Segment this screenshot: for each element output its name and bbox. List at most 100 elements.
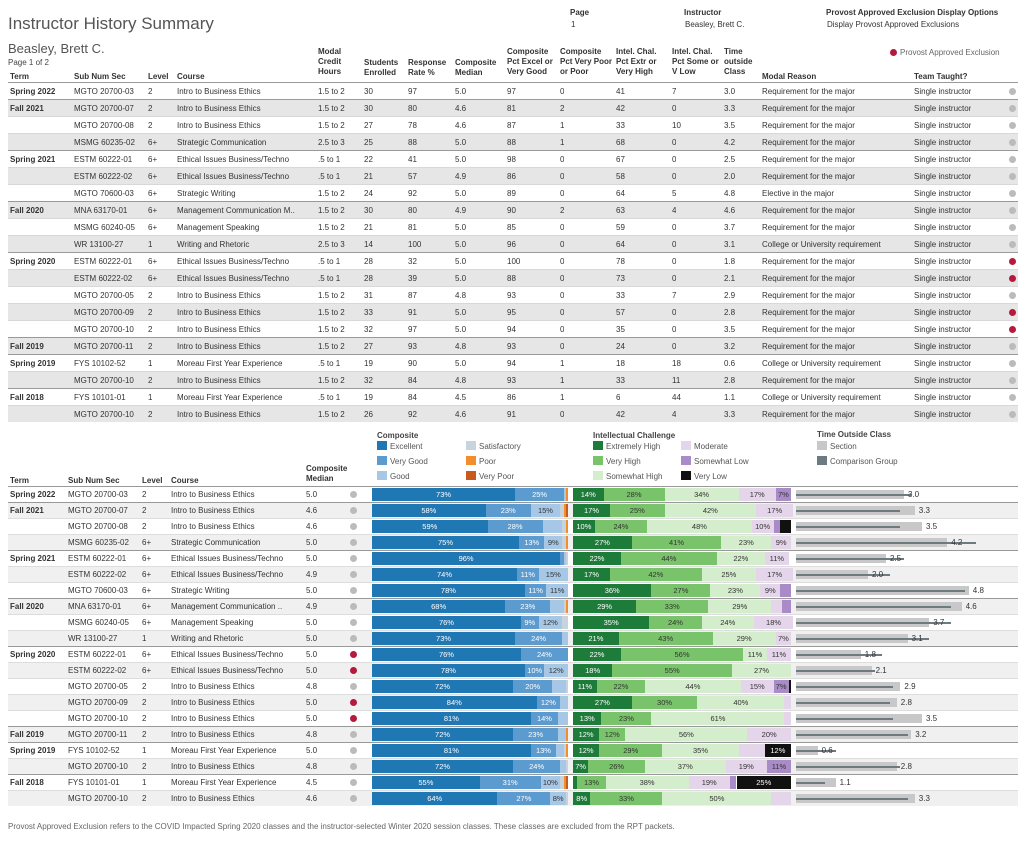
very-high-bar: 13% <box>577 776 606 789</box>
history-row[interactable]: WR 13100-27 1 Writing and Rhetoric 2.5 to 3… <box>8 235 1018 252</box>
ext-high-bar: 29% <box>573 600 637 613</box>
cell-reason: College or University requirement <box>762 393 881 402</box>
chart-row[interactable]: MGTO 20700-08 2 Intro to Business Ethics 4.… <box>8 518 1018 534</box>
very-high-bar: 23% <box>601 712 652 725</box>
history-row[interactable]: ESTM 60222-02 6+ Ethical Issues Business/T… <box>8 269 1018 286</box>
cell-median: 5.0 <box>455 189 467 198</box>
chart-row[interactable]: Spring 2019 FYS 10102-52 1 Moreau First Yea… <box>8 742 1018 758</box>
cell-exvg: 93 <box>507 342 516 351</box>
good-bar <box>564 488 567 501</box>
chart-row[interactable]: MGTO 20700-05 2 Intro to Business Ethics 4.… <box>8 678 1018 694</box>
history-row[interactable]: Fall 2020 MNA 63170-01 6+ Management Commun… <box>8 201 1018 218</box>
exclusion-dot-icon <box>350 731 357 738</box>
cell-level: 6+ <box>142 666 152 675</box>
chart-row[interactable]: MSMG 60235-02 6+ Strategic Communication 5.… <box>8 534 1018 550</box>
exclusion-dot-icon <box>1009 326 1016 333</box>
excellent-bar: 81% <box>372 744 531 757</box>
exclusion-dot-icon <box>350 539 357 546</box>
chart-row[interactable]: Spring 2022 MGTO 20700-03 2 Intro to Busine… <box>8 486 1018 502</box>
very-good-bar: 24% <box>515 632 563 645</box>
chart-row[interactable]: Fall 2021 MGTO 20700-07 2 Intro to Business… <box>8 502 1018 518</box>
cell-iclow: 0 <box>672 104 677 113</box>
cell-response: 81 <box>408 223 417 232</box>
history-row[interactable]: MSMG 60240-05 6+ Management Speaking 1.5 to… <box>8 218 1018 235</box>
history-row[interactable]: ESTM 60222-02 6+ Ethical Issues Business/T… <box>8 167 1018 184</box>
cell-course: Management Speaking <box>177 223 260 232</box>
cell-reason: Requirement for the major <box>762 342 855 351</box>
chart-row[interactable]: Spring 2020 ESTM 60222-01 6+ Ethical Issues… <box>8 646 1018 662</box>
history-row[interactable]: MGTO 70600-03 6+ Strategic Writing 1.5 to 2… <box>8 184 1018 201</box>
provost-options-value[interactable]: Display Provost Approved Exclusions <box>827 20 960 29</box>
chart-row[interactable]: MSMG 60240-05 6+ Management Speaking 5.0 76%… <box>8 614 1018 630</box>
chart-row[interactable]: ESTM 60222-02 6+ Ethical Issues Business/T… <box>8 566 1018 582</box>
cell-sub: ESTM 60222-02 <box>74 274 133 283</box>
history-row[interactable]: Spring 2021 ESTM 60222-01 6+ Ethical Issues… <box>8 150 1018 167</box>
cell-response: 90 <box>408 359 417 368</box>
cell-level: 6+ <box>148 223 158 232</box>
chart-row[interactable]: MGTO 20700-10 2 Intro to Business Ethics 4.… <box>8 790 1018 806</box>
history-row[interactable]: Spring 2019 FYS 10102-52 1 Moreau First Yea… <box>8 354 1018 371</box>
cell-course: Intro to Business Ethics <box>171 490 255 499</box>
chart-row[interactable]: ESTM 60222-02 6+ Ethical Issues Business/T… <box>8 662 1018 678</box>
cell-sub: MGTO 20700-05 <box>68 682 128 691</box>
history-row[interactable]: MGTO 20700-10 2 Intro to Business Ethics 1.… <box>8 320 1018 337</box>
cell-time: 2.9 <box>724 291 736 300</box>
cell-team: Single instructor <box>914 410 972 419</box>
cell-sub: ESTM 60222-02 <box>68 666 127 675</box>
time-comparison-bar <box>796 734 908 736</box>
cell-term: Fall 2018 <box>10 778 44 787</box>
cell-credit: 1.5 to 2 <box>318 308 345 317</box>
history-row[interactable]: Spring 2022 MGTO 20700-03 2 Intro to Busine… <box>8 82 1018 99</box>
history-row[interactable]: Fall 2018 FYS 10101-01 1 Moreau First Year … <box>8 388 1018 405</box>
cell-course: Ethical Issues Business/Techno <box>177 155 290 164</box>
cell-team: Single instructor <box>914 291 972 300</box>
history-row[interactable]: Fall 2021 MGTO 20700-07 2 Intro to Business… <box>8 99 1018 116</box>
cell-students: 27 <box>364 121 373 130</box>
chart-row[interactable]: Fall 2018 FYS 10101-01 1 Moreau First Year … <box>8 774 1018 790</box>
cell-course: Intro to Business Ethics <box>177 342 261 351</box>
page-value[interactable]: 1 <box>571 20 576 29</box>
chart-row[interactable]: Fall 2019 MGTO 20700-11 2 Intro to Business… <box>8 726 1018 742</box>
satisfactory-bar <box>562 616 568 629</box>
cell-level: 1 <box>142 634 147 643</box>
some-low-bar <box>729 776 737 789</box>
cell-ichigh: 68 <box>616 138 625 147</box>
cell-team: Single instructor <box>914 240 972 249</box>
cell-response: 57 <box>408 172 417 181</box>
history-row[interactable]: MGTO 20700-08 2 Intro to Business Ethics 1.… <box>8 116 1018 133</box>
history-row[interactable]: MGTO 20700-09 2 Intro to Business Ethics 1.… <box>8 303 1018 320</box>
cell-iclow: 0 <box>672 172 677 181</box>
chart-row[interactable]: WR 13100-27 1 Writing and Rhetoric 5.0 73% 24… <box>8 630 1018 646</box>
cell-median: 4.8 <box>306 730 318 739</box>
some-high-bar: 22% <box>716 552 765 565</box>
instructor-value[interactable]: Beasley, Brett C. <box>685 20 745 29</box>
history-row[interactable]: MSMG 60235-02 6+ Strategic Communication 2.… <box>8 133 1018 150</box>
cell-term: Spring 2020 <box>10 650 56 659</box>
cell-median: 5.0 <box>455 325 467 334</box>
cell-sub: MGTO 20700-05 <box>74 291 134 300</box>
chart-row[interactable]: MGTO 20700-10 2 Intro to Business Ethics 5.… <box>8 710 1018 726</box>
chart-row[interactable]: MGTO 20700-09 2 Intro to Business Ethics 5.… <box>8 694 1018 710</box>
some-low-bar <box>780 584 791 597</box>
history-row[interactable]: MGTO 20700-10 2 Intro to Business Ethics 1.… <box>8 371 1018 388</box>
cell-reason: Requirement for the major <box>762 376 855 385</box>
cell-response: 32 <box>408 257 417 266</box>
chart-row[interactable]: MGTO 70600-03 6+ Strategic Writing 5.0 78% 11… <box>8 582 1018 598</box>
cell-term: Spring 2019 <box>10 746 56 755</box>
history-row[interactable]: Fall 2019 MGTO 20700-11 2 Intro to Business… <box>8 337 1018 354</box>
exclusion-dot-icon <box>1009 258 1016 265</box>
history-row[interactable]: Spring 2020 ESTM 60222-01 6+ Ethical Issues… <box>8 252 1018 269</box>
cell-term: Fall 2020 <box>10 602 44 611</box>
cell-time: 3.0 <box>724 87 736 96</box>
chart-row[interactable]: Spring 2021 ESTM 60222-01 6+ Ethical Issues… <box>8 550 1018 566</box>
chart-row[interactable]: MGTO 20700-10 2 Intro to Business Ethics 4.… <box>8 758 1018 774</box>
cell-credit: 1.5 to 2 <box>318 410 345 419</box>
good-bar: 15% <box>538 568 568 581</box>
history-row[interactable]: MGTO 20700-05 2 Intro to Business Ethics 1.… <box>8 286 1018 303</box>
chart-row[interactable]: Fall 2020 MNA 63170-01 6+ Management Commun… <box>8 598 1018 614</box>
history-row[interactable]: MGTO 20700-10 2 Intro to Business Ethics 1.… <box>8 405 1018 422</box>
cell-median: 5.0 <box>455 308 467 317</box>
cell-median: 4.6 <box>306 794 318 803</box>
cell-time: 2.8 <box>724 308 736 317</box>
cell-iclow: 0 <box>672 308 677 317</box>
